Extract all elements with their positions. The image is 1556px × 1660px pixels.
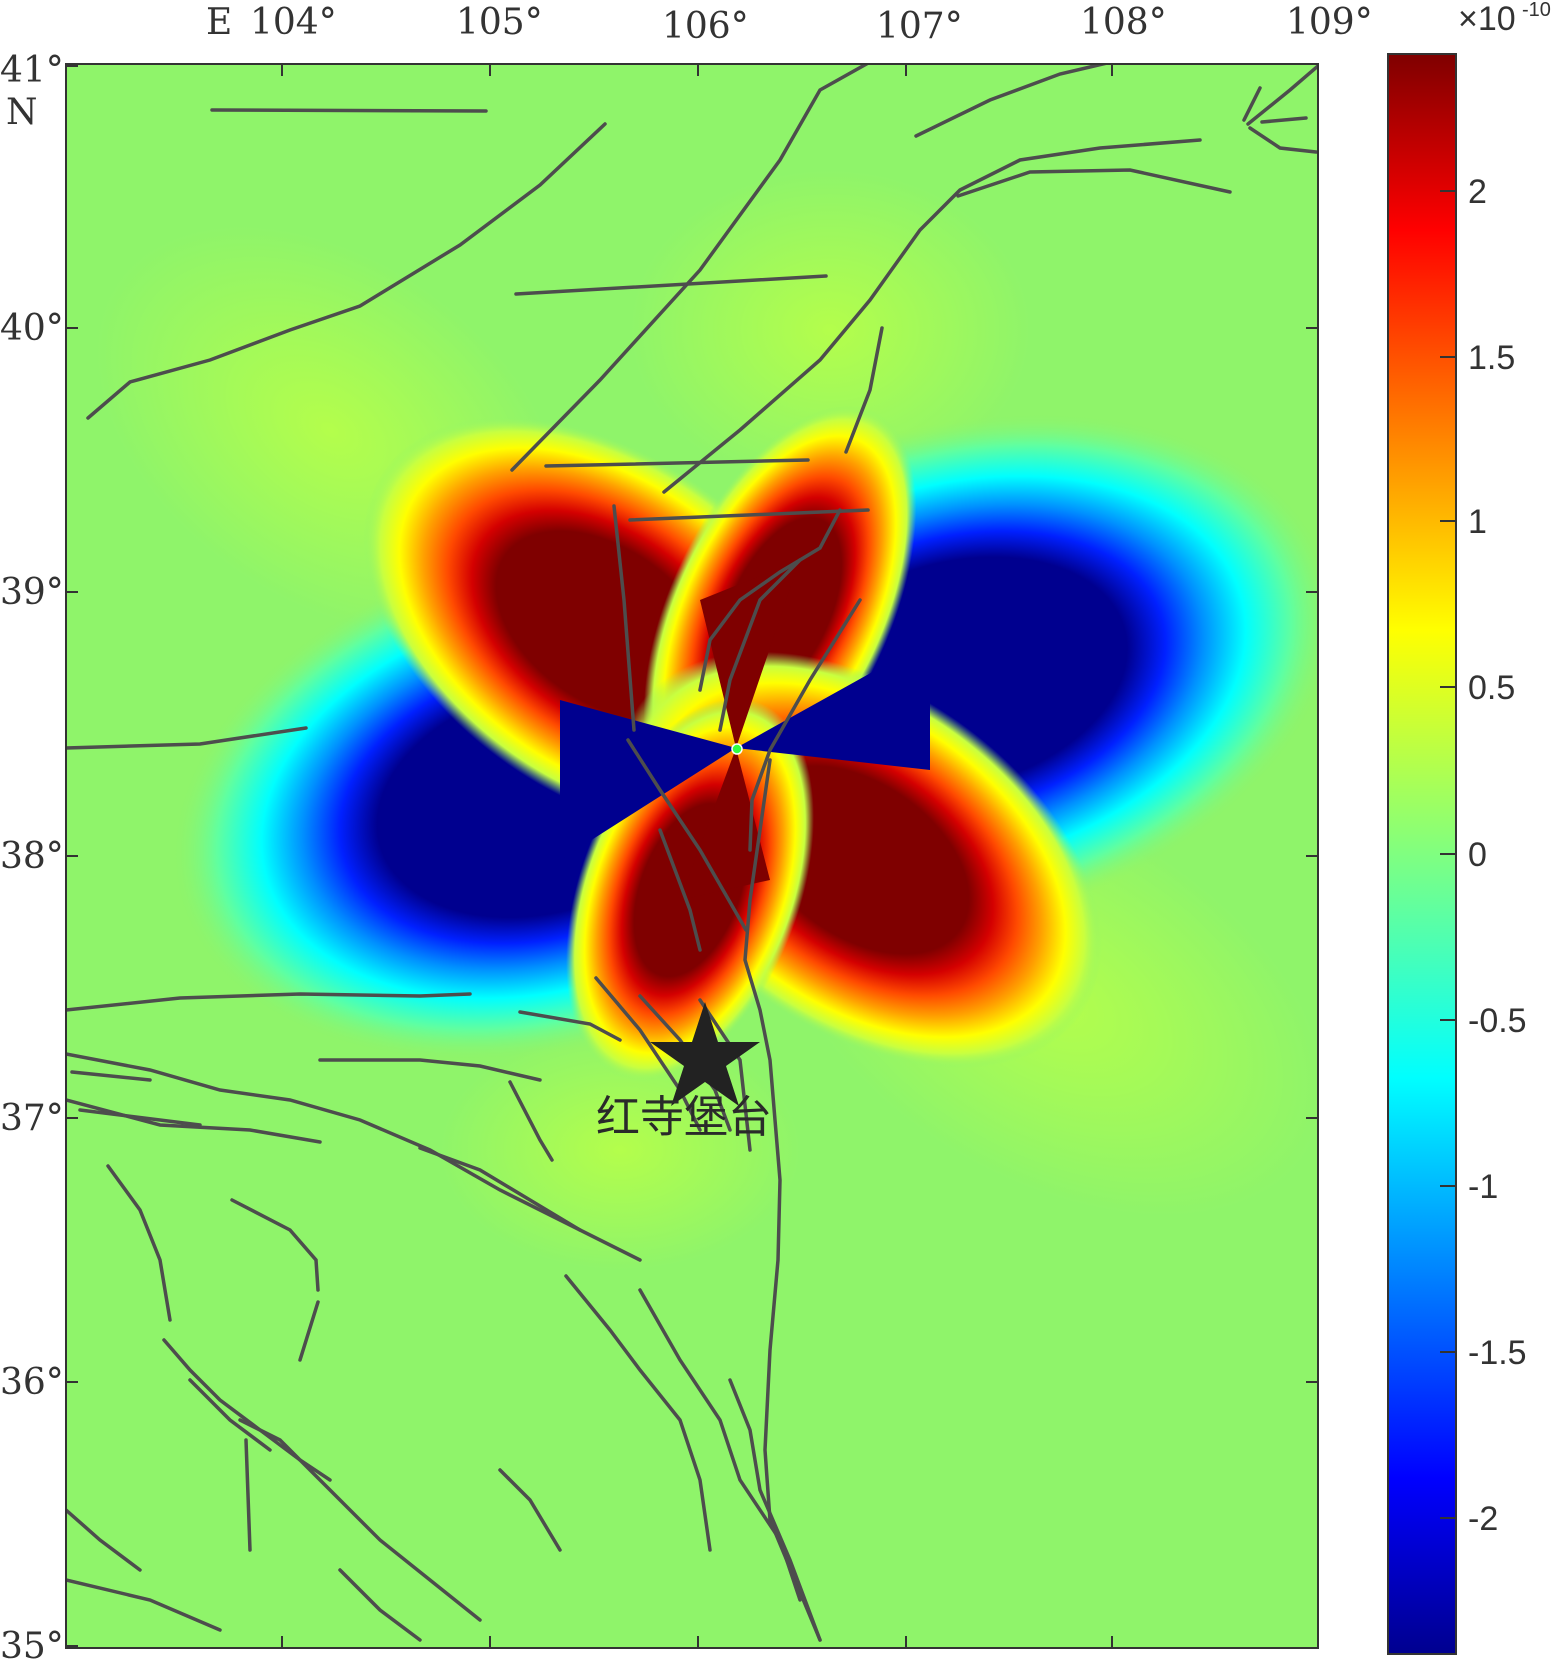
lat-label-36: 36°: [0, 1362, 64, 1403]
cb-label-2: 2: [1468, 173, 1487, 211]
center-blue-wedge-w: [560, 700, 736, 860]
lon-prefix: E: [206, 2, 232, 43]
fault: [698, 508, 842, 692]
fault: [298, 1300, 320, 1362]
lat-label-38: 38°: [0, 836, 64, 877]
cb-label-m1.5: -1.5: [1468, 1334, 1527, 1372]
fault: [728, 1378, 822, 1642]
fault: [66, 1052, 642, 1262]
cb-label-1.5: 1.5: [1468, 339, 1515, 377]
fault: [638, 1288, 802, 1602]
center-red-wedge-s: [680, 748, 770, 900]
fault: [544, 458, 810, 468]
strain-field: [66, 64, 1318, 1642]
fault: [594, 976, 702, 1132]
lat-label-41: 41°: [0, 50, 64, 91]
lat-label-37: 37°: [0, 1098, 64, 1139]
lat-ticks: [66, 65, 1318, 1647]
fault: [626, 738, 748, 932]
fault: [748, 598, 862, 852]
lat-label-35: 35°: [0, 1626, 64, 1660]
fault: [564, 1274, 712, 1552]
fault: [70, 1070, 152, 1082]
lon-labels: E 104° 105° 106° 107° 108° 109°: [206, 2, 1373, 47]
fault: [518, 1010, 622, 1042]
lon-label-106: 106°: [662, 6, 749, 47]
lon-label-105: 105°: [456, 2, 543, 43]
cb-label-m1: -1: [1468, 1168, 1498, 1206]
fault: [188, 1378, 272, 1452]
fault: [66, 1578, 222, 1632]
fault: [338, 1568, 422, 1642]
colorbar-exponent: ×10: [1458, 0, 1516, 38]
map-panel: E 104° 105° 106° 107° 108° 109° 41° N 40…: [0, 2, 1373, 1660]
fault: [78, 1108, 202, 1127]
lat-label-40: 40°: [0, 308, 64, 349]
fault: [210, 108, 488, 113]
colorbar-ticks: [1440, 190, 1456, 1519]
fault: [318, 1058, 542, 1082]
fault: [698, 998, 752, 1152]
fault: [1246, 64, 1318, 126]
fault: [743, 758, 822, 1642]
fault: [514, 274, 828, 296]
lon-label-107: 107°: [876, 6, 963, 47]
lon-label-108: 108°: [1080, 2, 1167, 43]
cb-label-m2: -2: [1468, 1500, 1498, 1538]
colorbar: ×10 -10 2 1.5 1 0.5 0 -0.5 -1 -1.5 -2: [1387, 0, 1551, 1655]
cb-label-0.5: 0.5: [1468, 669, 1515, 707]
fault: [956, 168, 1232, 198]
epicenter-dot: [731, 743, 743, 755]
fault: [1260, 116, 1308, 124]
fault: [418, 1146, 582, 1232]
fault: [1248, 126, 1318, 154]
fault: [508, 1080, 554, 1162]
fault: [658, 828, 702, 952]
fault: [662, 138, 1202, 494]
fault: [718, 558, 802, 732]
fault: [86, 122, 607, 420]
fault-lines: [66, 64, 1318, 1642]
halo-n: [630, 170, 1030, 490]
fault: [498, 1468, 562, 1552]
lon-label-104: 104°: [250, 2, 337, 43]
lat-prefix: N: [6, 92, 38, 133]
fault: [628, 508, 870, 522]
fault: [238, 1418, 482, 1622]
fault: [66, 726, 308, 750]
colorbar-exponent-power: -10: [1522, 0, 1551, 21]
fault: [244, 1438, 252, 1552]
fault: [66, 1508, 142, 1572]
fault: [510, 64, 871, 472]
fault: [844, 326, 884, 454]
cb-label-0: 0: [1468, 836, 1487, 874]
fault: [66, 992, 472, 1012]
fault: [230, 1198, 320, 1292]
fault: [1242, 86, 1262, 122]
lat-label-39: 39°: [0, 572, 64, 613]
station-star-icon: [650, 1002, 760, 1106]
fault: [106, 1164, 172, 1322]
fault: [914, 64, 1111, 138]
halo-s: [440, 1030, 800, 1270]
cb-label-m0.5: -0.5: [1468, 1002, 1527, 1040]
lon-label-109: 109°: [1286, 2, 1373, 43]
cb-label-1: 1: [1468, 503, 1487, 541]
lon-ticks: [281, 64, 1113, 1648]
station-label: 红寺堡台: [596, 1092, 772, 1143]
lat-labels: 41° N 40° 39° 38° 37° 36° 35°: [0, 50, 64, 1660]
fault: [612, 504, 636, 732]
center-blue-wedge-e: [736, 640, 930, 770]
